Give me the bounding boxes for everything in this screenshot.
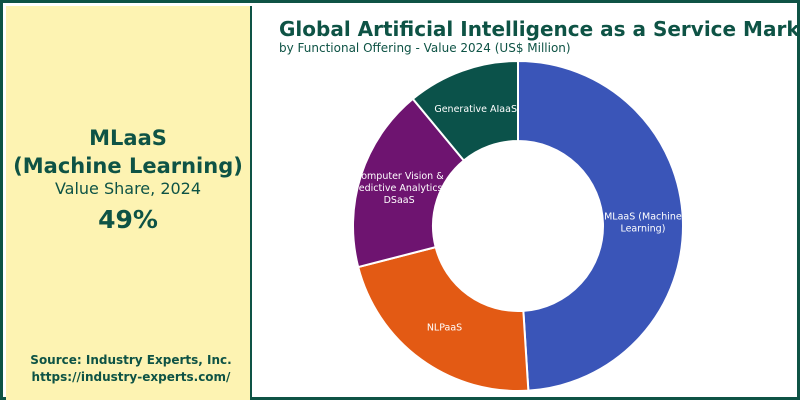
source-text: Source: Industry Experts, Inc. <box>30 353 232 367</box>
kpi-segment-name-detail: (Machine Learning) <box>13 154 243 178</box>
donut-slice <box>517 59 684 392</box>
kpi-subtitle: Value Share, 2024 <box>54 179 202 198</box>
chart-subtitle: by Functional Offering - Value 2024 (US$… <box>279 41 571 55</box>
donut-slice <box>356 245 530 392</box>
source-url[interactable]: https://industry-experts.com/ <box>31 370 231 384</box>
kpi-value: 49% <box>98 205 158 234</box>
kpi-segment-name: MLaaS <box>89 126 167 150</box>
slice-label: Computer Vision & Predictive Analytics / D… <box>350 171 450 206</box>
slice-label: Generative AIaaS <box>434 104 517 115</box>
slice-label: MLaaS (Machine Learning) <box>604 212 682 235</box>
slice-label: NLPaaS <box>427 323 462 334</box>
chart-title: Global Artificial Intelligence as a Serv… <box>279 17 800 41</box>
donut-chart: MLaaS (Machine Learning) NLPaaS Computer Vi… <box>350 59 684 392</box>
donut-slice <box>352 97 466 269</box>
donut-slice <box>411 59 519 162</box>
kpi-panel: MLaaS (Machine Learning) Value Share, 20… <box>6 6 252 400</box>
